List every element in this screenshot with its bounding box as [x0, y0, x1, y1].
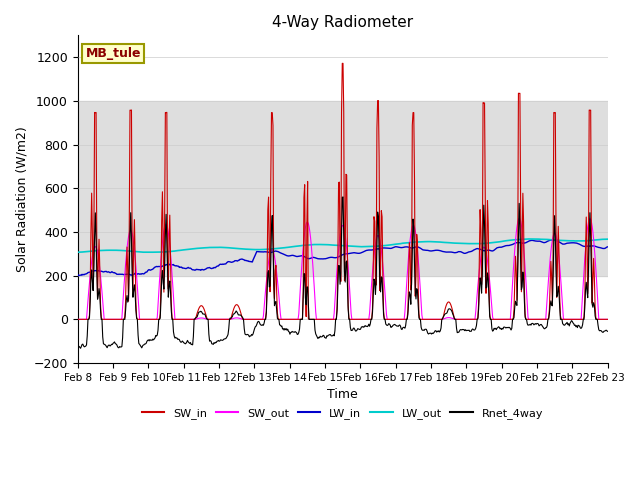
Rnet_4way	[74, 345, 81, 351]
LW_out	[408, 240, 415, 245]
LW_in	[407, 245, 415, 251]
LW_out	[83, 249, 91, 254]
SW_out	[74, 316, 81, 322]
SW_in	[604, 316, 611, 322]
Legend: SW_in, SW_out, LW_in, LW_out, Rnet_4way: SW_in, SW_out, LW_in, LW_out, Rnet_4way	[138, 403, 547, 423]
Rnet_4way	[139, 343, 147, 349]
Line: LW_out: LW_out	[77, 239, 607, 252]
Text: MB_tule: MB_tule	[86, 47, 141, 60]
Line: LW_in: LW_in	[77, 240, 607, 276]
SW_out	[138, 316, 146, 322]
LW_in	[550, 237, 557, 243]
SW_in	[138, 316, 146, 322]
SW_in	[220, 316, 227, 322]
LW_out	[604, 236, 611, 242]
Rnet_4way	[77, 346, 84, 351]
SW_in	[192, 316, 200, 322]
Rnet_4way	[84, 316, 92, 322]
SW_out	[220, 316, 227, 322]
LW_out	[221, 245, 228, 251]
Rnet_4way	[408, 246, 416, 252]
SW_out	[407, 231, 415, 237]
Rnet_4way	[221, 336, 228, 342]
LW_out	[145, 250, 152, 255]
SW_in	[423, 316, 431, 322]
Rnet_4way	[193, 314, 200, 320]
LW_out	[423, 239, 431, 244]
SW_out	[192, 316, 200, 322]
SW_in	[83, 316, 91, 322]
Bar	[77, 101, 607, 276]
SW_in	[339, 60, 347, 66]
Line: Rnet_4way: Rnet_4way	[77, 197, 607, 348]
Y-axis label: Solar Radiation (W/m2): Solar Radiation (W/m2)	[15, 126, 28, 272]
X-axis label: Time: Time	[327, 388, 358, 401]
SW_out	[422, 316, 430, 322]
Line: SW_out: SW_out	[77, 218, 607, 319]
SW_out	[83, 307, 91, 312]
LW_in	[220, 262, 227, 267]
LW_in	[422, 247, 430, 253]
SW_in	[408, 282, 415, 288]
LW_in	[83, 270, 91, 276]
LW_in	[604, 244, 611, 250]
LW_in	[138, 271, 146, 276]
LW_out	[193, 246, 200, 252]
Rnet_4way	[604, 328, 611, 334]
LW_out	[138, 249, 146, 255]
SW_out	[604, 316, 611, 322]
LW_in	[74, 273, 81, 279]
LW_out	[74, 249, 81, 255]
LW_out	[524, 236, 532, 242]
Line: SW_in: SW_in	[77, 63, 607, 319]
Title: 4-Way Radiometer: 4-Way Radiometer	[272, 15, 413, 30]
Rnet_4way	[424, 330, 431, 336]
LW_in	[192, 267, 200, 273]
SW_in	[74, 316, 81, 322]
SW_out	[515, 216, 523, 221]
Rnet_4way	[339, 194, 347, 200]
